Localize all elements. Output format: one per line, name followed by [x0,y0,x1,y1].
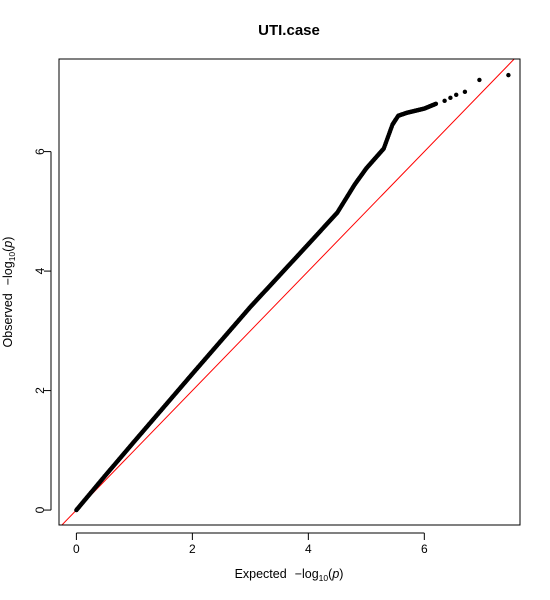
data-point [506,72,511,78]
y-axis-label-paren-open: ( [1,247,15,252]
y-axis-label-sub: 10 [7,252,17,262]
x-tick-label: 2 [189,542,196,556]
y-tick-label: 6 [33,148,47,155]
y-tick-label: 0 [33,506,47,513]
data-point [477,77,482,83]
y-axis-label-log: −log [1,261,15,285]
data-point [442,98,447,104]
x-tick-label: 4 [305,542,312,556]
y-tick-label: 4 [33,267,47,274]
x-tick-label: 0 [73,542,80,556]
data-point [454,92,459,98]
x-axis-label-paren-close: ) [339,567,343,581]
x-axis-label-paren-open: ( [328,567,333,581]
y-axis-label: Observed −log10(p) [1,237,17,348]
y-tick-label: 2 [33,387,47,394]
y-axis-label-var: p [1,241,15,249]
y-axis-label-paren-close: ) [1,237,15,241]
x-axis-label-prefix: Expected [235,567,287,581]
points-layer [74,72,511,513]
x-axis: 0 2 4 6 [73,532,428,556]
reference-line [61,59,515,525]
data-point [448,95,453,101]
x-tick-label: 6 [421,542,428,556]
data-point [462,89,468,95]
y-axis-label-prefix: Observed [1,293,15,347]
x-axis-label-var: p [331,567,339,581]
plot-frame [58,58,521,526]
x-axis-label: Expected −log10(p) [235,567,344,583]
y-axis: 0 2 4 6 [33,148,52,513]
reference-line-layer [61,59,515,525]
data-point [433,101,439,107]
x-axis-label-sub: 10 [319,573,329,583]
x-axis-label-log: −log [295,567,319,581]
chart-title: UTI.case [258,22,320,39]
